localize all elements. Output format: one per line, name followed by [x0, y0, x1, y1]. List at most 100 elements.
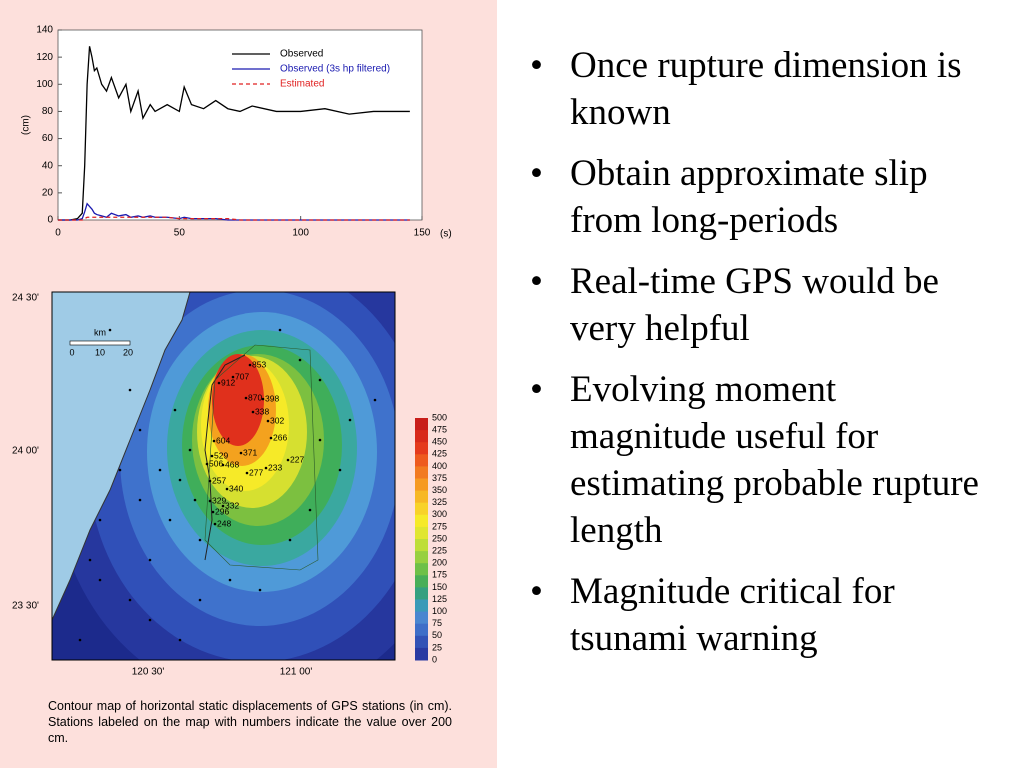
- station-dot: [338, 468, 342, 472]
- station-dot: [173, 408, 177, 412]
- colorbar-label: 0: [432, 654, 437, 664]
- station-dot: [258, 588, 262, 592]
- colorbar-cell: [415, 526, 428, 540]
- scale-tick: 20: [123, 347, 133, 357]
- station-label: 302: [270, 415, 284, 425]
- colorbar-cell: [415, 490, 428, 504]
- station-dot: [318, 378, 322, 382]
- station-dot: [118, 468, 122, 472]
- station-dot: [221, 504, 225, 508]
- station-dot: [208, 499, 212, 503]
- colorbar-cell: [415, 575, 428, 588]
- station-dot: [108, 328, 112, 332]
- station-dot: [269, 436, 273, 440]
- y-tick-label: 20: [42, 187, 54, 198]
- colorbar-cell: [415, 611, 428, 625]
- station-dot: [213, 522, 217, 526]
- colorbar-label: 400: [432, 461, 447, 471]
- y-tick-label: 100: [36, 79, 53, 90]
- series-line: [58, 46, 410, 221]
- station-dot: [266, 419, 270, 423]
- colorbar-cell: [415, 539, 428, 552]
- station-label: 870: [248, 392, 262, 402]
- x-tick-label: 100: [292, 228, 309, 239]
- station-dot: [148, 558, 152, 562]
- y-tick-label: 80: [42, 106, 54, 117]
- colorbar-label: 225: [432, 545, 447, 555]
- colorbar-label: 200: [432, 558, 447, 568]
- scale-unit: km: [94, 327, 106, 337]
- station-dot: [373, 398, 377, 402]
- x-tick-label: 0: [55, 228, 61, 239]
- station-label: 277: [249, 467, 263, 477]
- colorbar-label: 100: [432, 606, 447, 616]
- bullet: Once rupture dimension is known: [530, 42, 990, 136]
- colorbar-cell: [415, 418, 428, 431]
- station-label: 529: [214, 450, 228, 460]
- colorbar-cell: [415, 563, 428, 576]
- scale-tick: 0: [69, 347, 74, 357]
- lat-label: 23 30': [12, 601, 39, 612]
- station-label: 329: [212, 495, 226, 505]
- colorbar-cell: [415, 502, 428, 516]
- station-dot: [211, 510, 215, 514]
- colorbar-label: 450: [432, 437, 447, 447]
- station-label: 912: [221, 377, 235, 387]
- station-dot: [168, 518, 172, 522]
- y-tick-label: 120: [36, 52, 53, 63]
- y-tick-label: 60: [42, 133, 54, 144]
- station-dot: [98, 578, 102, 582]
- colorbar-cell: [415, 478, 428, 492]
- colorbar-label: 75: [432, 618, 442, 628]
- line-chart: (cm) (s) 0 20 40 60 80 100 120 140 0 50 100 150 Obse…: [21, 25, 452, 240]
- colorbar-cell: [415, 623, 428, 637]
- y-tick-label: 140: [36, 25, 53, 36]
- station-dot: [231, 375, 235, 379]
- station-label: 296: [215, 506, 229, 516]
- station-dot: [208, 479, 212, 483]
- station-dot: [248, 363, 252, 367]
- station-dot: [251, 410, 255, 414]
- bullet: Real-time GPS would be very helpful: [530, 258, 990, 352]
- colorbar-label: 375: [432, 473, 447, 483]
- colorbar-label: 250: [432, 533, 447, 543]
- colorbar-cell: [415, 635, 428, 649]
- colorbar-label: 125: [432, 594, 447, 604]
- colorbar-label: 425: [432, 449, 447, 459]
- station-label: 707: [235, 371, 249, 381]
- map-frame: [51, 291, 396, 661]
- x-tick-label: 50: [174, 228, 186, 239]
- station-label: 371: [243, 447, 257, 457]
- colorbar-cell: [415, 647, 428, 661]
- station-label: 227: [290, 454, 304, 464]
- colorbar-label: 300: [432, 509, 447, 519]
- colorbar-cell: [415, 466, 428, 479]
- station-dot: [178, 638, 182, 642]
- y-tick-label: 0: [47, 215, 53, 226]
- station-label: 248: [217, 518, 231, 528]
- scale-bar: [69, 340, 131, 346]
- station-label: 257: [212, 475, 226, 485]
- station-dot: [210, 454, 214, 458]
- station-dot: [298, 358, 302, 362]
- station-dot: [198, 598, 202, 602]
- colorbar-label: 325: [432, 497, 447, 507]
- lon-label: 120 30': [132, 667, 165, 678]
- colorbar-cell: [415, 514, 428, 528]
- legend-label: Observed (3s hp filtered): [280, 64, 390, 75]
- station-dot: [278, 328, 282, 332]
- station-label: 338: [255, 406, 269, 416]
- caption: Contour map of horizontal static displac…: [48, 699, 452, 745]
- colorbar-label: 475: [432, 424, 447, 434]
- station-dot: [128, 388, 132, 392]
- station-label: 604: [216, 435, 230, 445]
- bullet: Magnitude critical for tsunami warning: [530, 568, 990, 662]
- lat-label: 24 00': [12, 446, 39, 457]
- station-label: 332: [225, 500, 239, 510]
- station-dot: [225, 487, 229, 491]
- station-dot: [178, 478, 182, 482]
- station-dot: [288, 538, 292, 542]
- bullet: Obtain approximate slip from long-period…: [530, 150, 990, 244]
- station-label: 468: [225, 459, 239, 469]
